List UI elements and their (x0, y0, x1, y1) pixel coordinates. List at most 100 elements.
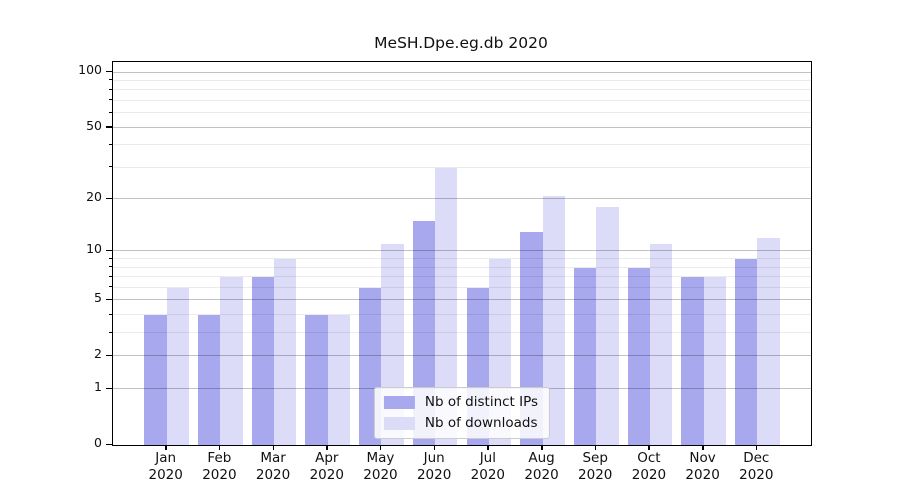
x-axis-tick-label: Jul 2020 (458, 450, 518, 484)
minor-gridline (113, 99, 811, 101)
major-gridline (113, 126, 811, 128)
chart-title: MeSH.Dpe.eg.db 2020 (374, 34, 548, 52)
minor-gridline (113, 314, 811, 316)
major-gridline (113, 198, 811, 200)
y-axis-minor-tick (109, 99, 112, 101)
month-label: Mar (260, 450, 286, 466)
y-axis-tick-label: 10 (86, 241, 102, 257)
y-axis-tick (106, 387, 112, 390)
y-axis-minor-tick (109, 79, 112, 81)
legend: Nb of distinct IPs Nb of downloads (373, 387, 551, 439)
legend-swatch (383, 395, 415, 409)
minor-gridline (113, 89, 811, 91)
legend-label: Nb of downloads (424, 415, 538, 431)
year-label: 2020 (363, 467, 398, 483)
x-axis-tick-label: Dec 2020 (726, 450, 786, 484)
legend-label: Nb of distinct IPs (424, 394, 539, 410)
bar-distinct-ips (681, 277, 704, 445)
bar-downloads (274, 259, 297, 445)
bar-downloads (435, 167, 458, 445)
bar-distinct-ips (198, 315, 221, 445)
y-axis-tick (106, 354, 112, 357)
year-label: 2020 (416, 467, 452, 483)
bar-downloads (327, 315, 351, 445)
month-label: Jul (479, 450, 496, 466)
month-label: Sep (582, 450, 608, 466)
y-axis-tick (106, 70, 112, 73)
year-label: 2020 (309, 467, 344, 483)
y-axis-minor-tick (109, 257, 112, 259)
y-axis-tick-label: 50 (86, 117, 102, 133)
x-axis-tick (594, 445, 597, 450)
y-axis-tick-label: 0 (94, 435, 102, 450)
bar-downloads (596, 207, 619, 445)
bar-distinct-ips (144, 315, 167, 445)
bar-distinct-ips (735, 259, 758, 445)
y-axis-tick-label: 5 (94, 290, 102, 306)
month-label: Feb (207, 450, 232, 466)
minor-gridline (113, 144, 811, 146)
month-label: Nov (689, 450, 716, 466)
x-axis-tick-label: Jun 2020 (404, 450, 464, 484)
bar-distinct-ips (305, 315, 328, 445)
bar-distinct-ips (251, 277, 275, 445)
y-axis-tick (106, 126, 112, 128)
x-axis-tick (326, 445, 328, 450)
y-axis-minor-tick (109, 111, 112, 113)
y-axis-minor-tick (109, 266, 112, 268)
minor-gridline (113, 276, 811, 278)
year-label: 2020 (148, 467, 183, 483)
y-axis-tick-label: 100 (78, 62, 102, 78)
major-gridline (113, 250, 811, 252)
x-axis-tick-label: Jan 2020 (136, 450, 196, 484)
minor-gridline (113, 266, 811, 268)
x-axis-tick (272, 445, 275, 450)
minor-gridline (113, 166, 811, 168)
x-axis-tick-label: Apr 2020 (297, 450, 357, 484)
month-label: May (366, 450, 395, 466)
month-label: Jan (155, 450, 177, 466)
legend-row: Nb of downloads (383, 415, 538, 431)
year-label: 2020 (255, 467, 291, 483)
y-axis-tick (106, 249, 112, 252)
y-axis-tick-label: 20 (86, 189, 102, 205)
x-axis-tick-label: Aug 2020 (512, 450, 572, 484)
y-axis-tick-label: 2 (94, 346, 102, 362)
y-axis-minor-tick (109, 88, 112, 90)
minor-gridline (113, 332, 811, 334)
y-axis-tick (106, 443, 112, 445)
bar-downloads (757, 238, 780, 445)
year-label: 2020 (578, 467, 613, 483)
x-axis-tick (702, 445, 704, 450)
x-axis-tick (648, 445, 650, 450)
x-axis-tick (755, 445, 758, 450)
x-axis-tick (433, 445, 436, 450)
bar-downloads (649, 244, 673, 445)
month-label: Apr (315, 450, 339, 466)
x-axis-tick (165, 445, 167, 450)
x-axis-tick-label: Feb 2020 (189, 450, 249, 484)
y-axis-tick-label: 1 (94, 379, 102, 395)
legend-swatch (383, 416, 415, 430)
bar-downloads (166, 287, 189, 445)
y-axis-minor-tick (109, 143, 112, 145)
y-axis-minor-tick (109, 275, 112, 277)
year-label: 2020 (739, 467, 774, 483)
x-axis-tick (218, 445, 221, 450)
x-axis-tick (541, 445, 543, 450)
minor-gridline (113, 286, 811, 288)
legend-row: Nb of distinct IPs (383, 394, 539, 410)
major-gridline (113, 299, 811, 301)
bar-downloads (703, 277, 726, 445)
major-gridline (113, 71, 811, 73)
y-axis-minor-tick (109, 331, 112, 333)
minor-gridline (113, 258, 811, 260)
month-label: Aug (528, 450, 555, 466)
bar-downloads (220, 277, 243, 445)
x-axis-tick-label: Mar 2020 (243, 450, 303, 484)
year-label: 2020 (470, 467, 506, 483)
year-label: 2020 (631, 467, 667, 483)
year-label: 2020 (524, 467, 559, 483)
x-axis-tick-label: Sep 2020 (565, 450, 625, 484)
